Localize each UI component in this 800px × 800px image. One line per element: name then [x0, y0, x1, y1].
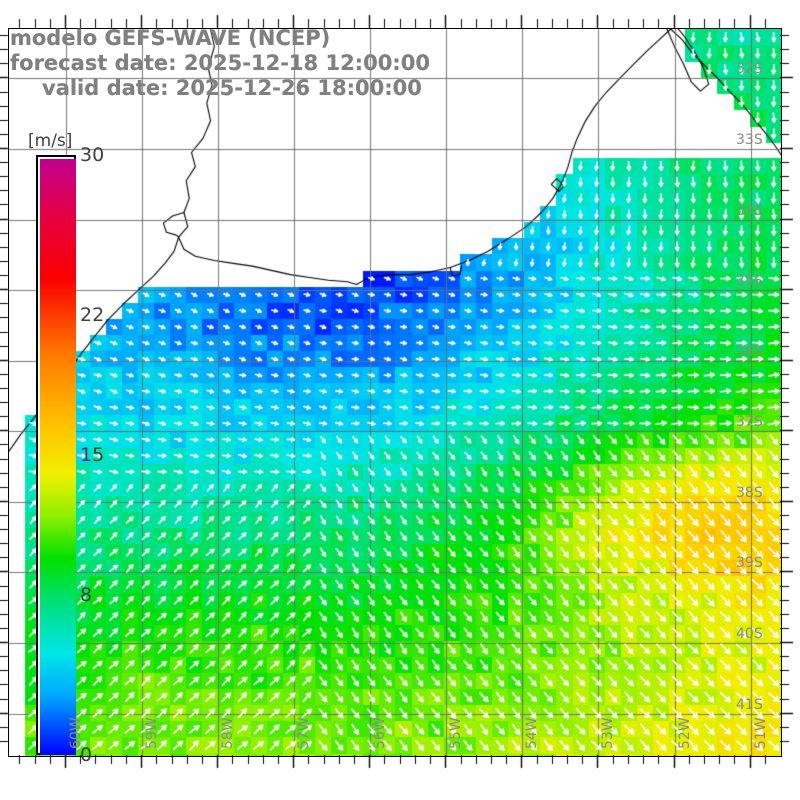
lon-label-57W: 57W [296, 717, 313, 749]
lat-label-38S: 38S [736, 484, 763, 501]
lat-label-37S: 37S [736, 414, 763, 431]
lat-label-32S: 32S [736, 61, 763, 78]
colorbar-tick-0: 0 [80, 744, 93, 766]
lat-label-36S: 36S [736, 343, 763, 360]
colorbar-frame [36, 155, 76, 755]
wind-direction-arrows [9, 29, 781, 756]
colorbar-tick-15: 15 [80, 444, 105, 466]
lon-label-58W: 58W [220, 717, 237, 749]
lat-label-41S: 41S [736, 696, 763, 713]
lon-label-51W: 51W [752, 717, 769, 749]
lat-label-34S: 34S [736, 202, 763, 219]
lat-label-40S: 40S [736, 626, 763, 643]
colorbar-tick-22: 22 [80, 304, 105, 326]
lon-label-59W: 59W [144, 717, 161, 749]
colorbar-gradient [40, 159, 76, 755]
lon-label-56W: 56W [372, 717, 389, 749]
lon-label-55W: 55W [448, 717, 465, 749]
colorbar[interactable] [36, 155, 76, 755]
lat-label-35S: 35S [736, 273, 763, 290]
colorbar-unit-label: [m/s] [28, 131, 73, 151]
lat-label-33S: 33S [736, 131, 763, 148]
lon-label-54W: 54W [524, 717, 541, 749]
map-plot-area[interactable] [8, 28, 782, 757]
lat-label-39S: 39S [736, 555, 763, 572]
colorbar-tick-8: 8 [80, 584, 93, 606]
colorbar-tick-30: 30 [80, 144, 105, 166]
lon-label-60W: 60W [68, 717, 85, 749]
lon-label-52W: 52W [676, 717, 693, 749]
lon-label-53W: 53W [600, 717, 617, 749]
